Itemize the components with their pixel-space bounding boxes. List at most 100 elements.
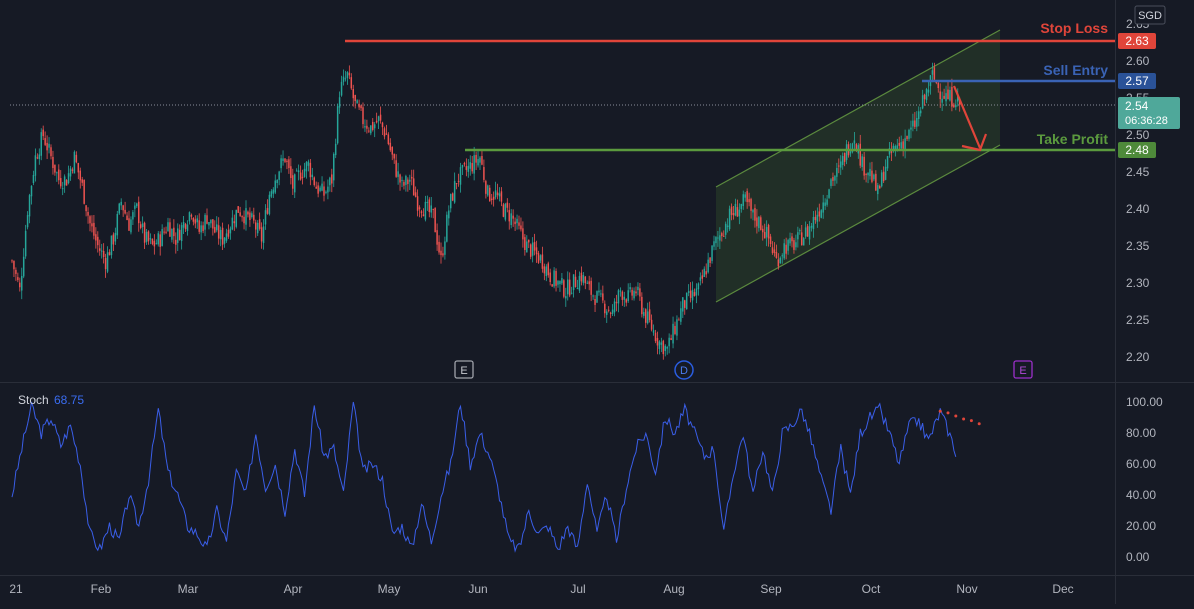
- candle: [19, 277, 21, 292]
- candle: [255, 219, 257, 238]
- candle: [97, 231, 99, 253]
- candle: [200, 221, 202, 241]
- candle: [918, 106, 920, 127]
- candle: [83, 179, 85, 205]
- candle: [334, 138, 337, 159]
- candle: [736, 199, 739, 217]
- divergence-dot: [977, 422, 981, 426]
- price-tick-label: 2.20: [1126, 350, 1150, 364]
- candle: [867, 172, 869, 184]
- candle: [67, 165, 70, 185]
- candle: [869, 162, 871, 180]
- candle: [173, 219, 175, 244]
- candle: [843, 152, 846, 167]
- time-tick-label: Sep: [760, 582, 782, 596]
- candle: [350, 73, 353, 90]
- candle: [557, 280, 559, 288]
- candle: [315, 181, 317, 189]
- stoch-axis[interactable]: 100.00 80.00 60.00 40.00 20.00 0.00: [1126, 395, 1163, 564]
- candle: [921, 89, 924, 110]
- candle: [586, 280, 588, 284]
- candle: [713, 235, 715, 251]
- sell-entry-label: Sell Entry: [1043, 62, 1108, 78]
- candle: [590, 277, 592, 302]
- candle: [116, 210, 119, 240]
- candle: [838, 158, 840, 174]
- candle: [910, 120, 912, 139]
- candle: [260, 222, 263, 249]
- earnings-marker-2[interactable]: E: [1013, 360, 1033, 379]
- candle: [584, 276, 587, 290]
- candle: [325, 190, 327, 195]
- currency-badge-box: [1134, 5, 1166, 25]
- time-axis[interactable]: 21 Feb Mar Apr May Jun Jul Aug Sep Oct Nov Dec: [9, 582, 1073, 596]
- candle: [210, 219, 212, 228]
- candle: [180, 222, 183, 250]
- candle: [767, 223, 770, 247]
- candle: [276, 179, 278, 189]
- candle: [781, 253, 783, 264]
- current-price-text: 2.54: [1125, 99, 1149, 113]
- candle: [643, 307, 645, 319]
- candle: [362, 102, 364, 129]
- trend-channel-fill[interactable]: [716, 30, 1000, 302]
- price-axis[interactable]: 2.652.602.552.502.452.402.352.302.252.20: [1126, 17, 1150, 364]
- candle: [385, 124, 388, 135]
- trend-channel-upper-line[interactable]: [715, 29, 1001, 188]
- stoch-line: [11, 401, 957, 553]
- candle: [153, 234, 156, 255]
- candle: [520, 217, 522, 232]
- stoch-pane[interactable]: [0, 383, 1115, 573]
- price-pane[interactable]: [0, 0, 1115, 382]
- candle: [485, 179, 487, 199]
- candle: [931, 62, 934, 83]
- dividend-marker-label: D: [680, 365, 688, 377]
- divergence-dots[interactable]: [938, 409, 981, 426]
- candle: [235, 209, 237, 229]
- dividend-marker[interactable]: D: [674, 360, 694, 380]
- time-tick-label: 21: [9, 582, 23, 596]
- countdown-text: 06:36:28: [1125, 115, 1168, 127]
- candle: [851, 142, 854, 154]
- candle: [836, 162, 838, 184]
- candle: [292, 168, 294, 195]
- candle: [13, 260, 15, 278]
- candle: [54, 164, 56, 176]
- trend-channel[interactable]: [715, 29, 1001, 303]
- candle: [79, 167, 81, 189]
- candle: [171, 228, 173, 243]
- candle: [699, 272, 702, 286]
- candle: [939, 83, 941, 108]
- candle: [141, 216, 144, 234]
- candle: [687, 284, 690, 297]
- candle: [561, 272, 563, 286]
- candle: [871, 161, 873, 184]
- candle: [262, 219, 265, 250]
- earnings-marker-1[interactable]: E: [454, 360, 474, 379]
- down-arrow-icon[interactable]: [952, 85, 988, 152]
- candle: [646, 302, 649, 325]
- candle: [900, 135, 902, 151]
- candle: [450, 193, 452, 213]
- candle: [229, 226, 232, 240]
- candle: [810, 222, 813, 232]
- candle: [278, 170, 280, 186]
- candle: [951, 78, 953, 112]
- candle: [502, 202, 505, 218]
- candle: [863, 151, 865, 180]
- divergence-dot: [969, 419, 973, 423]
- candle: [685, 292, 688, 310]
- candle: [60, 170, 62, 189]
- candle: [309, 159, 312, 186]
- candle: [498, 187, 501, 202]
- trend-channel-lower-line[interactable]: [715, 144, 1001, 303]
- stoch-label[interactable]: Stoch: [18, 393, 49, 407]
- candle: [724, 221, 727, 239]
- candle: [804, 221, 807, 239]
- candle: [217, 217, 220, 245]
- candle: [937, 81, 939, 93]
- candle: [202, 221, 204, 234]
- candle: [311, 167, 314, 181]
